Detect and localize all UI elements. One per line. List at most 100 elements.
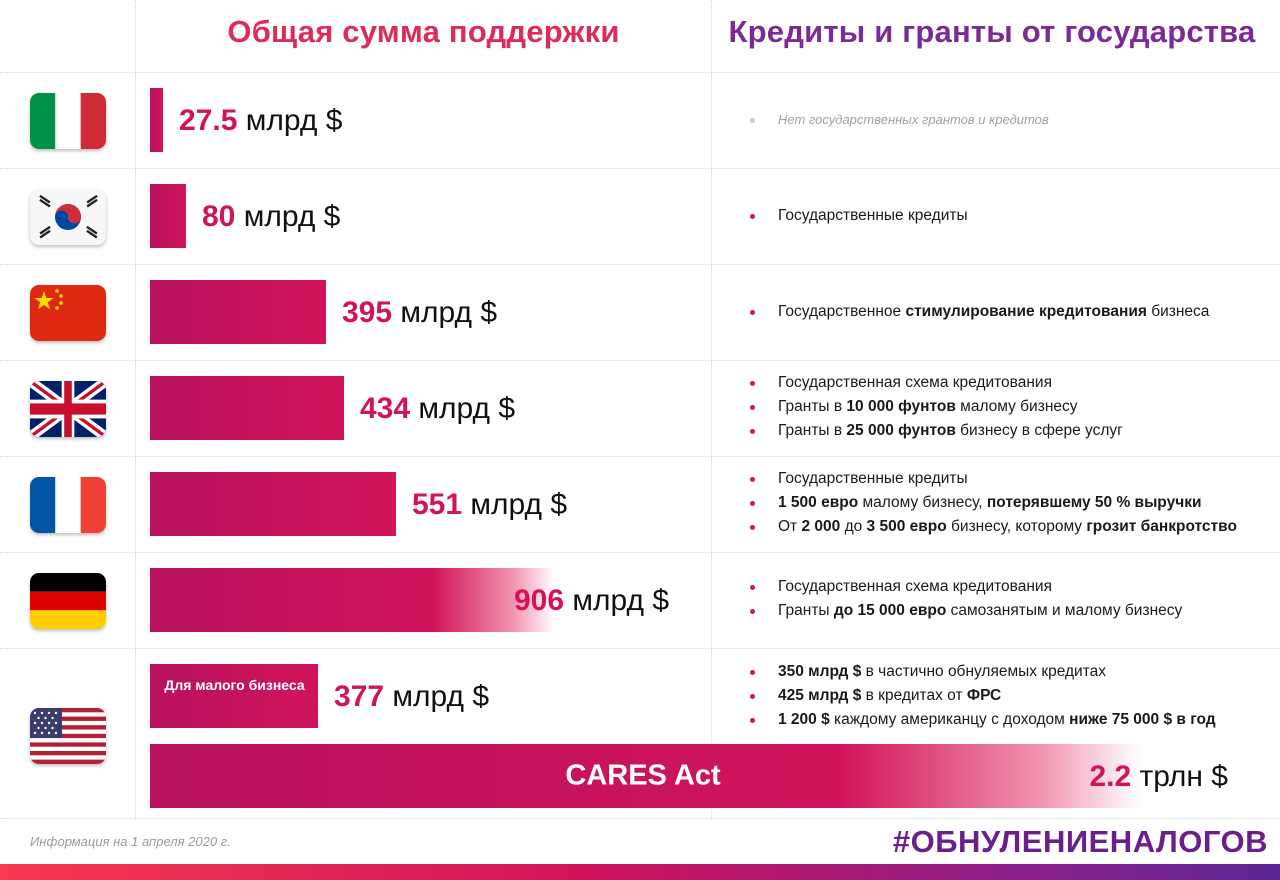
value-number: 434 bbox=[360, 392, 411, 425]
value-unit: трлн $ bbox=[1139, 760, 1229, 793]
support-measures-list-italy: Нет государственных грантов и кредитов bbox=[748, 108, 1268, 132]
support-measure-item: Государственная схема кредитования bbox=[748, 575, 1268, 599]
row-divider bbox=[0, 360, 1280, 361]
row-divider bbox=[0, 456, 1280, 457]
date-footnote: Информация на 1 апреля 2020 г. bbox=[30, 834, 231, 849]
measure-text: Государственные кредиты bbox=[778, 470, 968, 487]
grid-divider bbox=[711, 0, 712, 818]
bar-china bbox=[150, 280, 326, 344]
cares-act-bar-label: CARES Act bbox=[565, 759, 721, 792]
support-measures-list-usa: 350 млрд $ в частично обнуляемых кредита… bbox=[748, 660, 1268, 732]
uk-flag-icon bbox=[30, 381, 106, 437]
support-measure-item: Гранты в 25 000 фунтов бизнесу в сфере у… bbox=[748, 419, 1268, 443]
value-number: 395 bbox=[342, 296, 393, 329]
grid-divider bbox=[135, 0, 136, 818]
germany-flag-icon bbox=[30, 573, 106, 629]
emphasis-text: грозит банкротство bbox=[1086, 518, 1237, 535]
value-unit: млрд $ bbox=[245, 104, 343, 137]
value-unit: млрд $ bbox=[392, 680, 490, 713]
measure-text: Государственная схема кредитования bbox=[778, 578, 1052, 595]
value-unit: млрд $ bbox=[572, 584, 670, 617]
measure-text: Государственное bbox=[778, 303, 906, 320]
support-measure-item: 1 500 евро малому бизнесу, потерявшему 5… bbox=[748, 491, 1268, 515]
support-measure-item: Гранты до 15 000 евро самозанятым и мало… bbox=[748, 599, 1268, 623]
value-unit: млрд $ bbox=[400, 296, 498, 329]
small-business-bar-label: Для малого бизнеса bbox=[164, 677, 305, 693]
measure-text: малому бизнесу bbox=[955, 398, 1078, 415]
value-label-south-korea: 80 млрд $ bbox=[202, 200, 340, 234]
bar-usa-small-business bbox=[150, 664, 318, 728]
china-flag-icon bbox=[30, 285, 106, 341]
support-measure-item: Государственное стимулирование кредитова… bbox=[748, 300, 1268, 324]
emphasis-text: 350 млрд $ bbox=[778, 663, 862, 680]
south-korea-flag-icon bbox=[30, 189, 106, 245]
row-divider bbox=[0, 264, 1280, 265]
emphasis-text: до 15 000 евро bbox=[833, 602, 947, 619]
support-measure-item: 1 200 $ каждому американцу с доходом ниж… bbox=[748, 708, 1268, 732]
measure-text: Гранты bbox=[778, 602, 834, 619]
value-label-china: 395 млрд $ bbox=[342, 296, 497, 330]
value-label-france: 551 млрд $ bbox=[412, 488, 567, 522]
measure-text: бизнесу, которому bbox=[946, 518, 1087, 535]
bar-germany bbox=[150, 568, 554, 632]
measure-text: бизнесу в сфере услуг bbox=[955, 422, 1123, 439]
italy-flag-icon bbox=[30, 93, 106, 149]
support-measure-item: От 2 000 до 3 500 евро бизнесу, которому… bbox=[748, 515, 1268, 539]
emphasis-text: ФРС bbox=[966, 687, 1002, 704]
emphasis-text: стимулирование кредитования bbox=[905, 303, 1147, 320]
support-measure-item: Нет государственных грантов и кредитов bbox=[748, 108, 1268, 132]
row-divider bbox=[0, 72, 1280, 73]
bar-italy bbox=[150, 88, 163, 152]
measure-text: бизнеса bbox=[1146, 303, 1210, 320]
measure-text: Нет государственных грантов и кредитов bbox=[778, 112, 1049, 127]
value-number: 906 bbox=[514, 584, 565, 617]
bar-usa-cares-act bbox=[150, 744, 1140, 808]
value-label-usa-cares-act: 2.2 трлн $ bbox=[1089, 760, 1228, 794]
bottom-gradient-stripe bbox=[0, 864, 1280, 880]
measure-text: Государственная схема кредитования bbox=[778, 374, 1052, 391]
row-divider bbox=[0, 818, 1280, 819]
emphasis-text: 1 500 евро bbox=[778, 494, 859, 511]
measure-text: до bbox=[840, 518, 867, 535]
value-unit: млрд $ bbox=[470, 488, 568, 521]
value-number: 27.5 bbox=[179, 104, 238, 137]
emphasis-text: потерявшему 50 % выручки bbox=[986, 494, 1202, 511]
row-divider bbox=[0, 648, 1280, 649]
total-support-title: Общая сумма поддержки bbox=[227, 14, 620, 49]
measure-text: каждому американцу с доходом bbox=[829, 711, 1070, 728]
measure-text: самозанятым и малому бизнесу bbox=[946, 602, 1183, 619]
emphasis-text: 10 000 фунтов bbox=[846, 398, 956, 415]
value-number: 2.2 bbox=[1089, 760, 1132, 793]
measure-text: малому бизнесу, bbox=[858, 494, 987, 511]
bar-south-korea bbox=[150, 184, 186, 248]
support-measures-list-germany: Государственная схема кредитования Гранты… bbox=[748, 575, 1268, 623]
measure-text: в частично обнуляемых кредитах bbox=[861, 663, 1106, 680]
support-measure-item: Государственная схема кредитования bbox=[748, 371, 1268, 395]
measure-text: в кредитах от bbox=[861, 687, 967, 704]
emphasis-text: 25 000 фунтов bbox=[846, 422, 956, 439]
france-flag-icon bbox=[30, 477, 106, 533]
value-label-uk: 434 млрд $ bbox=[360, 392, 515, 426]
emphasis-text: 1 200 $ bbox=[778, 711, 830, 728]
measure-text: Гранты в bbox=[778, 422, 847, 439]
value-label-usa-small-business: 377 млрд $ bbox=[334, 680, 489, 714]
support-measure-item: 425 млрд $ в кредитах от ФРС bbox=[748, 684, 1268, 708]
emphasis-text: 2 000 bbox=[801, 518, 841, 535]
loans-grants-title: Кредиты и гранты от государства bbox=[728, 14, 1256, 49]
value-label-germany: 906 млрд $ bbox=[514, 584, 669, 618]
hashtag: #ОБНУЛЕНИЕНАЛОГОВ bbox=[892, 824, 1268, 859]
value-label-italy: 27.5 млрд $ bbox=[179, 104, 342, 138]
value-number: 80 bbox=[202, 200, 236, 233]
value-unit: млрд $ bbox=[243, 200, 341, 233]
support-measures-list-france: Государственные кредиты 1 500 евро малому… bbox=[748, 467, 1268, 539]
measure-text: Гранты в bbox=[778, 398, 847, 415]
usa-flag-icon bbox=[30, 708, 106, 764]
support-measures-list-south-korea: Государственные кредиты bbox=[748, 204, 1268, 228]
value-number: 377 bbox=[334, 680, 385, 713]
measure-text: От bbox=[778, 518, 802, 535]
support-measure-item: Гранты в 10 000 фунтов малому бизнесу bbox=[748, 395, 1268, 419]
bar-france bbox=[150, 472, 396, 536]
row-divider bbox=[0, 168, 1280, 169]
emphasis-text: 3 500 евро bbox=[866, 518, 947, 535]
support-measure-item: Государственные кредиты bbox=[748, 204, 1268, 228]
